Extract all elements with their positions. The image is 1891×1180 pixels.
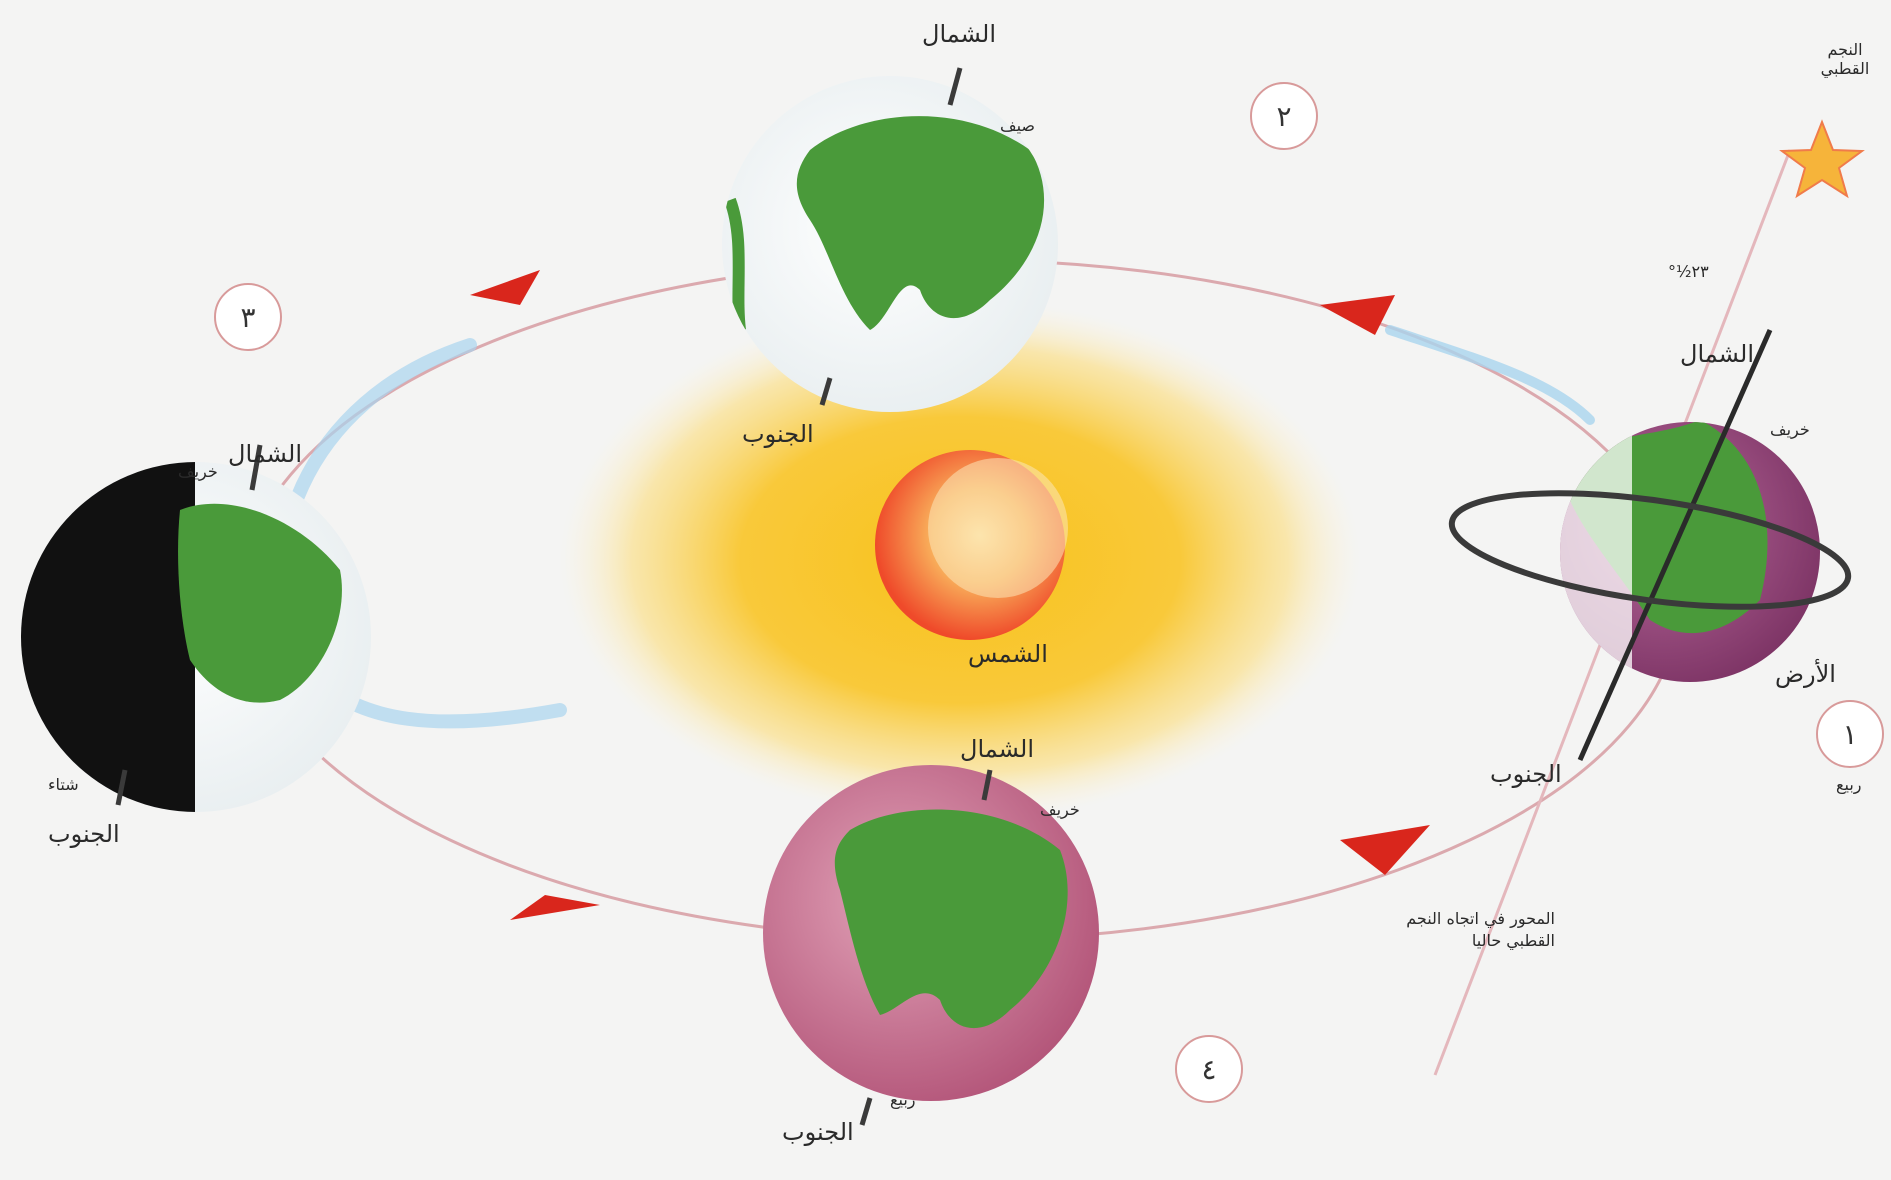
label-autumn-right: خريف	[1770, 420, 1810, 439]
label-south-left: الجنوب	[48, 820, 120, 848]
label-north-right: الشمال	[1680, 340, 1755, 368]
label-axis-note: المحور في اتجاه النجم القطبي حاليا	[1406, 909, 1555, 950]
position-number-3: ٣	[214, 283, 282, 351]
label-north-top: الشمال	[922, 20, 997, 48]
earth-position-1	[1448, 328, 1852, 762]
position-number-2: ٢	[1250, 82, 1318, 150]
label-south-bottom: الجنوب	[782, 1118, 854, 1146]
label-polaris: النجم القطبي	[1820, 40, 1870, 78]
orbit-arrow-bottom-right	[1340, 825, 1430, 875]
earth-position-4	[763, 765, 1099, 1126]
earth-position-2	[722, 67, 1058, 412]
label-tilt-angle: ٢٣½°	[1668, 262, 1709, 281]
position-number-1: ١	[1816, 700, 1884, 768]
label-winter-left: شتاء	[48, 775, 79, 794]
label-spring-bottom: ربيع	[890, 1090, 916, 1109]
label-sun: الشمس	[968, 640, 1048, 668]
shadow-arc-right	[1385, 325, 1595, 425]
label-south-right: الجنوب	[1490, 760, 1562, 788]
label-spring-right: ربيع	[1836, 775, 1862, 794]
label-autumn-left: خريف	[178, 462, 218, 481]
label-summer-top: صيف	[1000, 116, 1035, 135]
position-number-4: ٤	[1175, 1035, 1243, 1103]
sun-highlight	[928, 458, 1068, 598]
polaris-star	[1779, 119, 1865, 199]
orbit-arrow-bottom-left	[510, 895, 600, 920]
label-north-left: الشمال	[228, 440, 303, 468]
label-south-top: الجنوب	[742, 420, 814, 448]
earth-position-3	[21, 444, 371, 812]
label-north-bottom: الشمال	[960, 735, 1035, 763]
label-autumn-bottom: خريف	[1040, 800, 1080, 819]
orbit-arrow-top-right	[1320, 295, 1395, 335]
orbit-arrow-top-left	[470, 270, 540, 305]
label-earth: الأرض	[1775, 660, 1836, 688]
